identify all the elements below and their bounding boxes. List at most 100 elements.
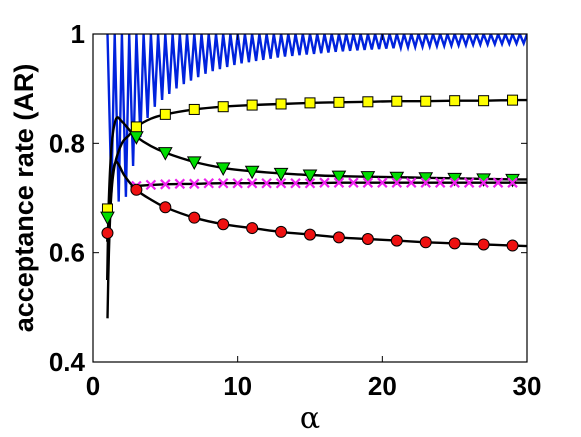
marker-cross-1: [145, 179, 157, 191]
marker-cross-24: [478, 177, 489, 188]
marker-cross-21-b: [434, 177, 446, 188]
x-axis-label: α: [300, 401, 320, 436]
y-axis-label: acceptance rate (AR): [9, 64, 39, 333]
marker-cross-21: [434, 177, 446, 188]
marker-triangle-6: [273, 167, 289, 182]
marker-circle-11: [419, 236, 432, 249]
marker-cross-19-b: [405, 177, 417, 188]
marker-cross-6-b: [217, 177, 229, 189]
x-tick-label-3: 30: [513, 371, 542, 401]
marker-cross-25: [492, 177, 504, 188]
marker-cross-26-b: [507, 177, 518, 188]
marker-cross-5: [203, 177, 215, 189]
marker-triangle-3: [186, 156, 202, 170]
marker-cross-4: [188, 178, 200, 190]
marker-cross-9-b: [261, 177, 272, 189]
axis-ticks: [92, 33, 528, 363]
marker-square-11: [420, 95, 432, 107]
marker-square-10: [391, 95, 403, 107]
marker-cross-2: [160, 179, 171, 190]
series-circle-line: [106, 160, 527, 248]
series-square-line: [106, 98, 527, 319]
marker-square-5: [246, 99, 258, 111]
marker-cross-18-b: [391, 177, 403, 188]
marker-circle-7: [304, 228, 316, 241]
y-tick-label-0: 0.4: [49, 347, 86, 377]
tick-labels: 0 10 20 30 0.4 0.6 0.8 1: [49, 19, 542, 401]
x-tick-label-0: 0: [86, 371, 100, 401]
marker-cross-14-b: [333, 177, 345, 188]
marker-cross-22: [449, 177, 460, 188]
marker-square-14: [507, 94, 519, 106]
marker-cross-16-b: [362, 177, 374, 188]
marker-cross-12: [304, 177, 316, 189]
marker-cross-3-b: [174, 178, 186, 190]
marker-cross-13: [319, 177, 330, 188]
marker-square-7: [304, 97, 316, 109]
x-tick-label-1: 10: [223, 371, 252, 401]
y-tick-label-2: 0.8: [49, 128, 85, 158]
plot-frame: [92, 33, 528, 363]
marker-square-1: [130, 121, 142, 133]
marker-cross-11-b: [290, 177, 301, 189]
marker-cross-19: [405, 177, 417, 188]
marker-cross-13-b: [319, 177, 330, 188]
marker-cross-24-b: [478, 177, 489, 188]
marker-triangle-9: [360, 171, 376, 185]
marker-cross-2-b: [160, 179, 171, 190]
marker-circle-0: [101, 226, 114, 239]
marker-cross-26: [507, 177, 518, 188]
marker-cross-10: [275, 177, 287, 189]
marker-triangle-2: [157, 147, 173, 161]
marker-circle-5: [246, 222, 259, 235]
marker-cross-12-b: [304, 177, 316, 189]
marker-cross-1-b: [145, 179, 157, 191]
marker-cross-17: [377, 177, 388, 188]
marker-cross-15: [348, 177, 359, 188]
marker-cross-20-b: [420, 177, 432, 188]
marker-cross-17-b: [377, 177, 388, 188]
marker-triangle-1: [129, 131, 144, 145]
x-tick-label-2: 20: [368, 371, 397, 401]
marker-circle-12: [448, 237, 461, 250]
marker-square-6: [275, 98, 287, 110]
marker-cross-11: [290, 177, 301, 189]
marker-cross-3: [174, 178, 186, 190]
marker-circle-1: [130, 183, 143, 196]
marker-circle-2: [159, 201, 172, 214]
marker-cross-18: [391, 177, 403, 188]
y-tick-label-3: 1: [71, 19, 85, 49]
marker-cross-8-b: [246, 177, 258, 189]
marker-square-12: [449, 95, 461, 107]
marker-cross-23: [463, 177, 475, 188]
marker-cross-20: [420, 177, 432, 188]
marker-circle-10: [390, 234, 403, 247]
marker-cross-7: [232, 177, 243, 189]
series-oscillating-line: [106, 34, 527, 202]
marker-cross-7-b: [232, 177, 243, 189]
marker-triangle-5: [244, 165, 260, 180]
marker-square-13: [478, 95, 490, 107]
marker-square-2: [159, 108, 171, 120]
marker-circle-4: [217, 218, 230, 231]
marker-circle-8: [332, 231, 345, 244]
marker-cross-23-b: [463, 177, 475, 188]
marker-circle-3: [188, 211, 201, 224]
marker-cross-14: [333, 177, 345, 188]
marker-cross-16: [362, 177, 374, 188]
marker-cross-9: [261, 177, 272, 189]
marker-triangle-4: [215, 162, 231, 176]
series-markers: [100, 94, 520, 252]
marker-square-3: [188, 103, 200, 115]
marker-square-9: [362, 96, 374, 108]
marker-cross-4-b: [188, 178, 200, 190]
series-lines: [106, 34, 527, 319]
marker-cross-5-b: [203, 177, 215, 189]
marker-triangle-7: [302, 169, 318, 184]
marker-cross-6: [217, 177, 229, 189]
marker-circle-13: [477, 238, 490, 251]
marker-circle-9: [361, 233, 374, 245]
marker-cross-25-b: [492, 177, 504, 188]
marker-cross-22-b: [449, 177, 460, 188]
